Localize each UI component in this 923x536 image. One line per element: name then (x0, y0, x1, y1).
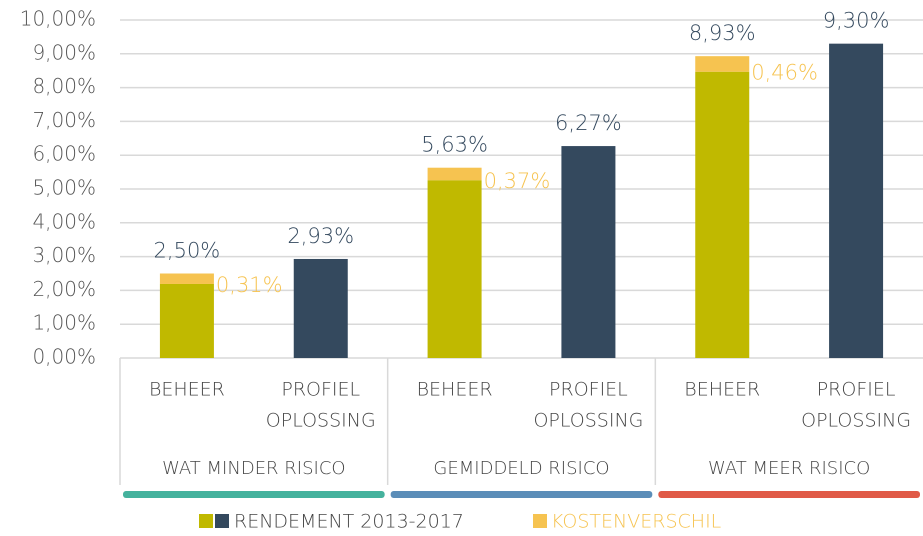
y-tick-label: 9,00% (32, 40, 96, 64)
legend-label: RENDEMENT 2013-2017 (234, 511, 464, 533)
x-tick-label: OPLOSSING (801, 410, 911, 432)
value-label: 6,27% (555, 111, 622, 135)
group-bar (123, 491, 385, 498)
bar (829, 43, 884, 358)
value-label: 0,37% (484, 169, 551, 193)
group-bar (658, 491, 920, 498)
x-tick-label: OPLOSSING (266, 410, 376, 432)
value-label: 2,93% (287, 224, 354, 248)
total-label: 5,63% (421, 133, 488, 157)
value-label: 0,46% (751, 61, 818, 85)
group-label: WAT MEER RISICO (708, 458, 870, 479)
x-tick-label: PROFIEL (549, 379, 628, 401)
y-tick-label: 10,00% (20, 7, 96, 31)
bar-segment (427, 167, 482, 181)
x-tick-label: BEHEER (684, 379, 760, 401)
bar (427, 180, 482, 358)
group-bar (390, 491, 653, 498)
y-tick-label: 5,00% (32, 176, 96, 200)
x-tick-label: PROFIEL (817, 379, 896, 401)
bar (695, 71, 750, 359)
x-tick-label: OPLOSSING (533, 410, 643, 432)
y-tick-label: 2,00% (32, 277, 96, 301)
legend-swatch (199, 514, 213, 528)
y-tick-label: 0,00% (32, 345, 96, 369)
y-tick-label: 7,00% (32, 108, 96, 132)
bar (159, 283, 214, 358)
bar-segment (695, 56, 750, 72)
x-tick-label: BEHEER (149, 379, 225, 401)
legend-swatch (215, 514, 229, 528)
group-label: GEMIDDELD RISICO (433, 458, 609, 479)
bar (293, 258, 348, 358)
total-label: 2,50% (154, 239, 221, 263)
y-tick-label: 3,00% (32, 243, 96, 267)
legend-swatch (533, 514, 547, 528)
bar-segment (159, 273, 214, 284)
group-label: WAT MINDER RISICO (162, 458, 346, 479)
legend-label: KOSTENVERSCHIL (551, 511, 721, 533)
x-tick-label: PROFIEL (281, 379, 360, 401)
value-label: 9,30% (823, 9, 890, 33)
value-label: 0,31% (216, 273, 283, 297)
total-label: 8,93% (689, 21, 756, 45)
x-tick-label: BEHEER (417, 379, 493, 401)
bar (561, 146, 616, 358)
y-tick-label: 1,00% (32, 311, 96, 335)
y-tick-label: 4,00% (32, 209, 96, 233)
y-tick-label: 6,00% (32, 142, 96, 166)
y-tick-label: 8,00% (32, 74, 96, 98)
